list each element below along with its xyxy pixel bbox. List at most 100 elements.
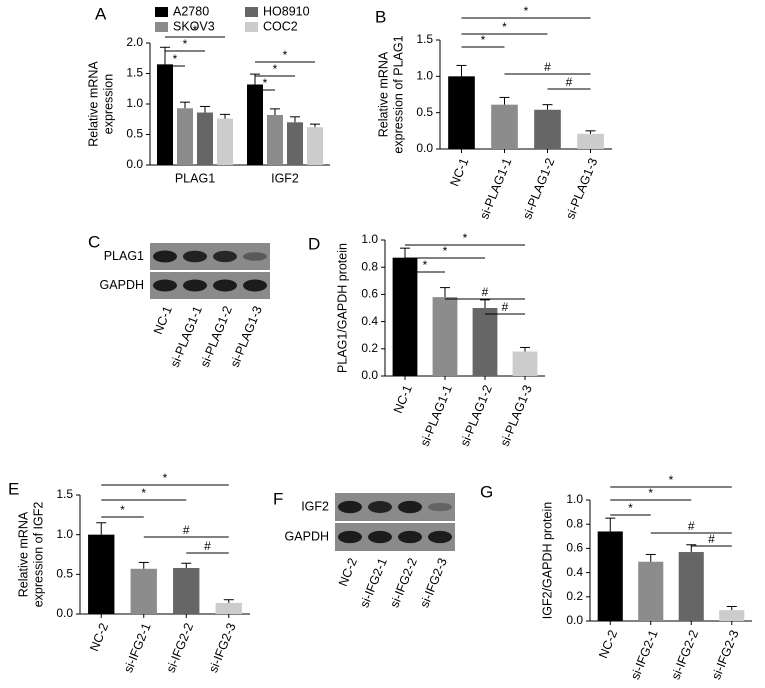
y-tick-label: 0.8 bbox=[566, 516, 583, 530]
panel-letter: C bbox=[88, 232, 100, 251]
bar bbox=[597, 531, 623, 621]
x-tick-label: si-PLAG1-2 bbox=[520, 156, 557, 221]
blot-row-label: PLAG1 bbox=[104, 249, 144, 263]
significance-label: # bbox=[502, 300, 509, 314]
y-tick-label: 0.8 bbox=[361, 259, 378, 273]
significance-label: * bbox=[193, 23, 198, 37]
y-tick-label: 0.0 bbox=[566, 613, 583, 627]
significance-label: * bbox=[263, 76, 268, 90]
significance-label: # bbox=[183, 523, 190, 537]
bar bbox=[512, 351, 538, 376]
blot-band bbox=[243, 252, 267, 261]
blot-band bbox=[398, 530, 422, 544]
blot-lane-label: si-PLAG1-3 bbox=[228, 304, 265, 369]
y-tick-label: 0.0 bbox=[416, 141, 433, 155]
blot-band bbox=[338, 500, 362, 514]
significance-label: * bbox=[163, 471, 168, 485]
significance-label: # bbox=[708, 532, 715, 546]
bar bbox=[472, 308, 498, 376]
legend-swatch bbox=[155, 22, 168, 32]
panel-letter: G bbox=[480, 482, 493, 501]
bar bbox=[157, 64, 173, 165]
y-tick-label: 0.6 bbox=[566, 541, 583, 555]
y-tick-label: 0.5 bbox=[416, 105, 433, 119]
blot-band bbox=[153, 279, 177, 292]
significance-label: * bbox=[283, 48, 288, 62]
significance-label: * bbox=[669, 473, 674, 487]
legend-swatch bbox=[155, 7, 168, 17]
x-tick-label: si-PLAG1-3 bbox=[498, 383, 535, 448]
blot-row-label: IGF2 bbox=[301, 499, 329, 513]
y-tick-label: 0.4 bbox=[361, 314, 378, 328]
y-tick-label: 0.5 bbox=[56, 567, 73, 581]
significance-label: * bbox=[183, 37, 188, 51]
blot-band bbox=[338, 530, 362, 544]
y-tick-label: 0.0 bbox=[126, 157, 143, 171]
blot-lane-label: si-IFG2-3 bbox=[417, 556, 450, 610]
y-axis-label: expression bbox=[101, 74, 115, 134]
y-tick-label: 1.0 bbox=[361, 232, 378, 246]
y-tick-label: 0.0 bbox=[56, 606, 73, 620]
significance-label: # bbox=[204, 539, 211, 553]
blot-band bbox=[213, 279, 237, 292]
significance-label: * bbox=[173, 52, 178, 66]
x-tick-label: si-IFG2-2 bbox=[669, 628, 702, 682]
blot-band bbox=[368, 530, 392, 544]
significance-label: * bbox=[524, 4, 529, 18]
significance-label: * bbox=[628, 501, 633, 515]
y-tick-label: 1.5 bbox=[126, 66, 143, 80]
y-tick-label: 2.0 bbox=[126, 35, 143, 49]
y-tick-label: 1.5 bbox=[56, 487, 73, 501]
y-tick-label: 1.0 bbox=[566, 492, 583, 506]
x-tick-label: si-IFG2-3 bbox=[709, 628, 742, 682]
significance-label: # bbox=[544, 60, 551, 74]
bar bbox=[534, 109, 561, 149]
bar bbox=[215, 602, 242, 614]
significance-label: * bbox=[443, 244, 448, 258]
y-axis-label: Relative mRNA bbox=[376, 51, 390, 137]
bar bbox=[173, 567, 200, 614]
bar bbox=[307, 127, 323, 165]
y-tick-label: 1.0 bbox=[126, 96, 143, 110]
bar bbox=[267, 114, 283, 165]
bar bbox=[197, 112, 213, 165]
blot-lane-label: NC-2 bbox=[336, 556, 360, 588]
y-tick-label: 0.0 bbox=[361, 368, 378, 382]
y-tick-label: 1.5 bbox=[416, 32, 433, 46]
x-tick-label: si-IFG2-3 bbox=[206, 621, 239, 675]
x-tick-label: si-IFG2-2 bbox=[164, 621, 197, 675]
x-tick-label: si-PLAG1-1 bbox=[418, 383, 455, 448]
significance-label: * bbox=[141, 486, 146, 500]
y-axis-label: Relative mRNA bbox=[86, 61, 100, 147]
significance-label: * bbox=[273, 62, 278, 76]
legend-swatch bbox=[245, 7, 258, 17]
significance-label: # bbox=[688, 519, 695, 533]
panel-letter: B bbox=[375, 7, 386, 26]
y-tick-label: 1.0 bbox=[56, 527, 73, 541]
x-tick-label: NC-1 bbox=[391, 383, 415, 415]
blot-band bbox=[428, 530, 452, 544]
blot-lane-label: NC-1 bbox=[151, 304, 175, 336]
x-tick-label: si-IFG2-1 bbox=[628, 628, 661, 682]
blot-row-label: GAPDH bbox=[285, 529, 329, 543]
panel-letter: D bbox=[308, 234, 320, 253]
blot-band bbox=[183, 279, 207, 292]
significance-label: * bbox=[423, 258, 428, 272]
bar bbox=[678, 552, 704, 621]
blot-band bbox=[243, 279, 267, 292]
bar bbox=[448, 76, 475, 149]
significance-label: * bbox=[463, 231, 468, 245]
x-tick-label: PLAG1 bbox=[175, 171, 215, 185]
panel-letter: F bbox=[273, 489, 283, 508]
blot-band bbox=[368, 500, 392, 514]
y-tick-label: 0.5 bbox=[126, 127, 143, 141]
bar bbox=[638, 561, 664, 621]
bar bbox=[247, 84, 263, 165]
bar bbox=[130, 568, 157, 614]
blot-band bbox=[398, 500, 422, 514]
x-tick-label: NC-2 bbox=[596, 628, 620, 660]
significance-label: # bbox=[566, 75, 573, 89]
legend-label: COC2 bbox=[263, 19, 298, 33]
legend-label: HO8910 bbox=[263, 4, 310, 18]
